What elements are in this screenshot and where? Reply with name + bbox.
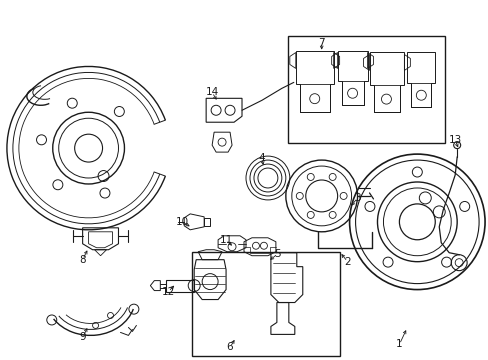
Text: 6: 6 bbox=[226, 342, 233, 352]
Bar bbox=[192, 252, 339, 356]
Bar bbox=[166, 280, 194, 292]
Bar bbox=[341, 81, 363, 105]
Text: 5: 5 bbox=[274, 249, 281, 259]
Text: 4: 4 bbox=[258, 153, 264, 163]
Text: 9: 9 bbox=[79, 332, 86, 342]
Text: 12: 12 bbox=[162, 287, 175, 297]
Bar bbox=[410, 83, 430, 107]
Bar bbox=[299, 85, 329, 112]
Text: 13: 13 bbox=[447, 135, 461, 145]
Text: 11: 11 bbox=[219, 235, 232, 245]
Bar bbox=[287, 36, 444, 143]
Text: 14: 14 bbox=[205, 87, 218, 97]
Text: 10: 10 bbox=[175, 217, 188, 227]
Text: 8: 8 bbox=[79, 255, 86, 265]
Text: 7: 7 bbox=[318, 37, 325, 48]
Bar bbox=[203, 218, 210, 226]
Bar bbox=[373, 85, 400, 112]
Text: 3: 3 bbox=[353, 193, 360, 203]
Text: 1: 1 bbox=[395, 339, 402, 349]
Text: 2: 2 bbox=[344, 257, 350, 267]
